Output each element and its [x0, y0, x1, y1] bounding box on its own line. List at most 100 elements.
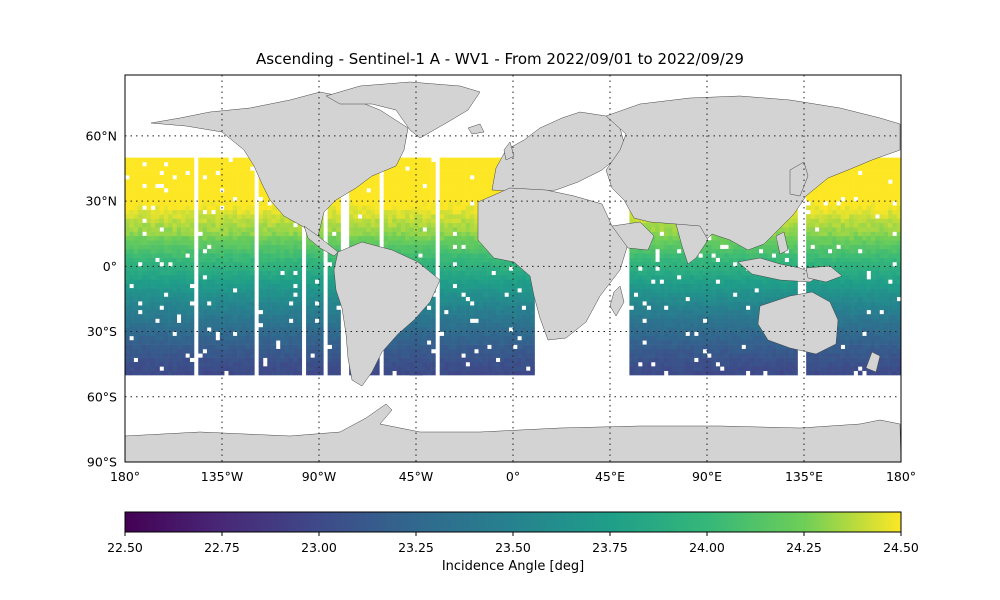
swath-cell	[676, 366, 682, 371]
swath-cell	[456, 183, 462, 189]
swath-cell	[357, 188, 363, 193]
swath-cell	[513, 357, 518, 363]
swath-cell	[452, 161, 458, 167]
swath-cell	[336, 344, 341, 350]
swath-cell	[219, 283, 225, 289]
swath-cell	[228, 370, 234, 376]
swath-cell	[137, 214, 143, 219]
swath-cell	[659, 305, 665, 311]
swath-cell	[668, 335, 673, 341]
swath-cell	[142, 261, 147, 267]
swath-cell	[327, 318, 333, 324]
swath-cell	[409, 166, 415, 171]
swath-cell	[129, 340, 134, 345]
swath-cell	[491, 335, 497, 341]
swath-cell	[258, 357, 264, 363]
swath-cell	[383, 214, 389, 219]
swath-cell	[327, 266, 333, 271]
swath-cell	[163, 357, 169, 363]
swath-cell	[655, 222, 660, 228]
swath-cell	[668, 357, 673, 363]
swath-cell	[185, 175, 190, 180]
swath-cell	[387, 196, 393, 202]
swath-cell	[655, 240, 660, 245]
swath-cell	[642, 283, 647, 289]
swath-cell	[487, 357, 492, 363]
swath-cell	[418, 214, 423, 219]
swath-cell	[465, 301, 471, 306]
swath-cell	[456, 318, 462, 324]
swath-cell	[530, 318, 535, 324]
swath-cell	[258, 344, 264, 350]
swath-cell	[349, 192, 354, 198]
swath-cell	[331, 361, 337, 367]
swath-cell	[176, 166, 182, 171]
swath-cell	[405, 218, 410, 224]
swath-cell	[206, 348, 212, 354]
swath-cell	[495, 157, 501, 163]
swath-cell	[672, 366, 678, 371]
swath-cell	[650, 348, 656, 354]
swath-cell	[232, 222, 238, 228]
swath-cell	[487, 192, 492, 198]
swath-cell	[349, 201, 354, 206]
swath-cell	[224, 240, 229, 245]
swath-cell	[245, 209, 251, 215]
swath-cell	[280, 361, 285, 367]
swath-cell	[176, 205, 182, 211]
swath-cell	[176, 170, 182, 176]
swath-cell	[146, 275, 152, 280]
swath-cell	[646, 348, 652, 354]
swath-cell	[314, 348, 320, 354]
swath-cell	[448, 166, 453, 171]
swath-cell	[306, 318, 311, 324]
swath-cell	[461, 222, 466, 228]
swath-cell	[202, 353, 208, 358]
swath-cell	[306, 253, 311, 258]
swath-cell	[206, 175, 212, 180]
swath-cell	[469, 222, 475, 228]
swath-cell	[504, 296, 509, 302]
swath-cell	[487, 279, 492, 285]
swath-cell	[439, 227, 445, 232]
swath-cell	[198, 227, 203, 232]
swath-cell	[267, 227, 272, 232]
swath-cell	[444, 179, 449, 185]
swath-cell	[469, 314, 475, 319]
swath-cell	[405, 231, 410, 237]
swath-cell	[525, 314, 531, 319]
swath-cell	[474, 192, 479, 198]
swath-cell	[418, 231, 423, 237]
swath-cell	[271, 305, 277, 311]
swath-cell	[163, 170, 169, 176]
swath-cell	[513, 353, 518, 358]
swath-cell	[444, 305, 449, 311]
swath-cell	[288, 270, 294, 276]
swath-cell	[288, 353, 294, 358]
swath-cell	[125, 327, 130, 332]
swath-cell	[211, 366, 216, 371]
swath-cell	[659, 344, 665, 350]
swath-cell	[456, 196, 462, 202]
swath-cell	[655, 353, 660, 358]
swath-cell	[267, 231, 272, 237]
swath-cell	[284, 309, 290, 315]
swath-cell	[306, 305, 311, 311]
swath-cell	[431, 305, 436, 311]
swath-cell	[370, 227, 376, 232]
swath-cell	[508, 366, 514, 371]
swath-cell	[232, 231, 238, 237]
swath-cell	[336, 366, 341, 371]
swath-cell	[319, 266, 324, 271]
swath-cell	[409, 222, 415, 228]
swath-cell	[241, 205, 247, 211]
swath-cell	[396, 357, 402, 363]
swath-cell	[681, 370, 686, 376]
swath-cell	[422, 201, 428, 206]
swath-cell	[245, 257, 251, 263]
swath-cell	[668, 340, 673, 345]
swath-cell	[349, 218, 354, 224]
swath-cell	[129, 231, 134, 237]
swath-cell	[198, 201, 203, 206]
swath-cell	[206, 366, 212, 371]
